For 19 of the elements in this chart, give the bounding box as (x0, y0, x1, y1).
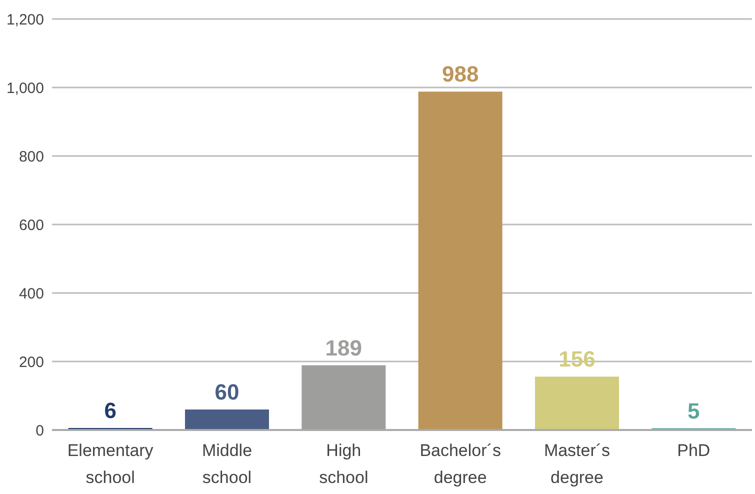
x-tick-label: Middle school (202, 441, 252, 487)
x-tick-label: High school (319, 441, 368, 487)
data-label: 189 (325, 335, 362, 360)
y-tick-label: 200 (18, 354, 44, 371)
data-label: 988 (442, 62, 479, 87)
data-label: 6 (104, 398, 116, 423)
data-label: 60 (214, 379, 240, 404)
x-tick-label: PhD (677, 441, 710, 460)
y-tick-label: 800 (18, 148, 44, 166)
x-tick-label: Master´s degree (544, 441, 610, 487)
y-tick-label: 1,000 (6, 80, 44, 97)
data-label: 156 (558, 346, 596, 372)
x-tick-label: Bachelor´s degree (420, 441, 501, 487)
y-tick-label: 0 (36, 422, 44, 440)
y-tick-label: 1,200 (6, 11, 44, 28)
y-tick-label: 600 (18, 216, 44, 234)
y-tick-label: 400 (18, 285, 44, 302)
x-tick-label: Elementary school (67, 441, 154, 487)
data-label: 5 (688, 398, 700, 424)
